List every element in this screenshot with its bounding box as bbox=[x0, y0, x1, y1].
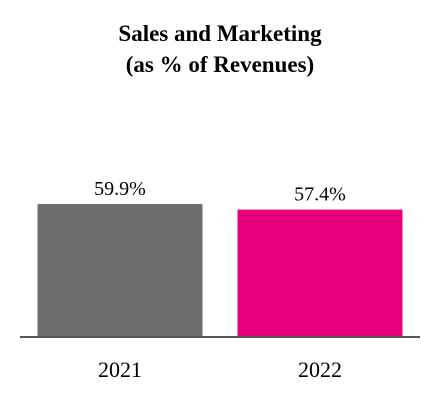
bar-2021 bbox=[37, 204, 203, 337]
chart-title: Sales and Marketing bbox=[118, 21, 322, 46]
bar-2022 bbox=[237, 209, 403, 337]
chart-subtitle: (as % of Revenues) bbox=[125, 52, 315, 77]
x-tick-label-2022: 2022 bbox=[298, 357, 342, 382]
chart-title-block: Sales and Marketing (as % of Revenues) bbox=[0, 18, 440, 80]
x-tick-label-2021: 2021 bbox=[98, 357, 142, 382]
data-label-2022: 57.4% bbox=[294, 184, 346, 206]
data-label-2021: 59.9% bbox=[94, 178, 146, 200]
